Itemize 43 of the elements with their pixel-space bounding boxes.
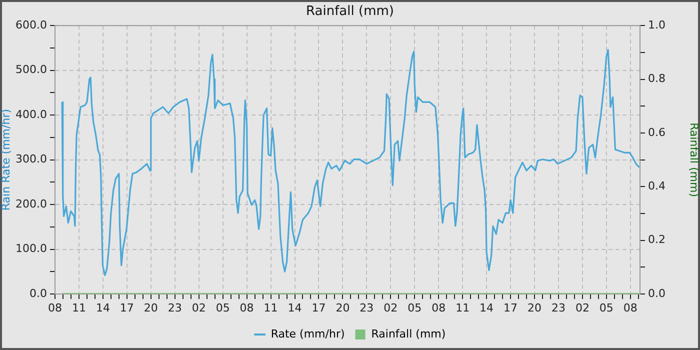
y-tick-label: 400.0	[16, 108, 47, 121]
x-tick-label: 14	[288, 301, 302, 314]
legend-label: Rainfall (mm)	[371, 327, 446, 340]
x-tick-label: 08	[432, 301, 446, 314]
x-tick-label: 23	[360, 301, 374, 314]
x-tick-label: 23	[168, 301, 182, 314]
y-axis-title: Rain Rate (mm/hr)	[0, 108, 12, 211]
y-tick-label: 100.0	[16, 242, 47, 256]
chart-title: Rainfall (mm)	[306, 4, 394, 20]
x-tick-label: 02	[575, 301, 590, 314]
x-tick-label: 17	[120, 301, 134, 314]
x-tick-label: 08	[48, 301, 62, 314]
x-tick-label: 17	[312, 301, 326, 314]
x-tick-label: 02	[384, 301, 398, 314]
y-tick-label: 600.0	[16, 18, 47, 32]
x-tick-label: 08	[623, 301, 638, 314]
x-tick-label: 05	[599, 301, 614, 314]
y2-tick-label: 0.0	[648, 286, 666, 300]
y-tick-label: 0.0	[30, 286, 47, 300]
x-tick-label: 11	[72, 301, 86, 314]
x-tick-label: 20	[528, 301, 542, 314]
x-tick-label: 14	[96, 301, 110, 314]
x-tick-label: 14	[480, 301, 494, 314]
x-tick-label: 17	[504, 301, 518, 314]
x-tick-label: 02	[192, 301, 206, 314]
y2-tick-label: 0.8	[648, 72, 666, 86]
x-tick-label: 11	[264, 301, 278, 314]
x-tick-label: 08	[240, 301, 254, 314]
x-tick-label: 23	[551, 301, 566, 314]
y2-tick-label: 0.4	[648, 180, 666, 192]
y2-tick-label: 1.0	[648, 18, 666, 32]
x-tick-label: 20	[336, 301, 350, 314]
y-tick-label: 300.0	[16, 152, 47, 166]
y-tick-label: 500.0	[16, 63, 47, 76]
legend-label: Rate (mm/hr)	[270, 327, 345, 340]
x-tick-label: 20	[144, 301, 158, 314]
y2-axis-title: Rainfall (mm)	[688, 122, 700, 198]
y2-tick-label: 0.6	[648, 126, 666, 139]
y-tick-label: 200.0	[16, 197, 47, 210]
x-tick-label: 05	[408, 301, 422, 314]
y2-tick-label: 0.2	[648, 233, 666, 246]
x-tick-label: 11	[456, 301, 470, 314]
x-tick-label: 05	[216, 301, 230, 314]
